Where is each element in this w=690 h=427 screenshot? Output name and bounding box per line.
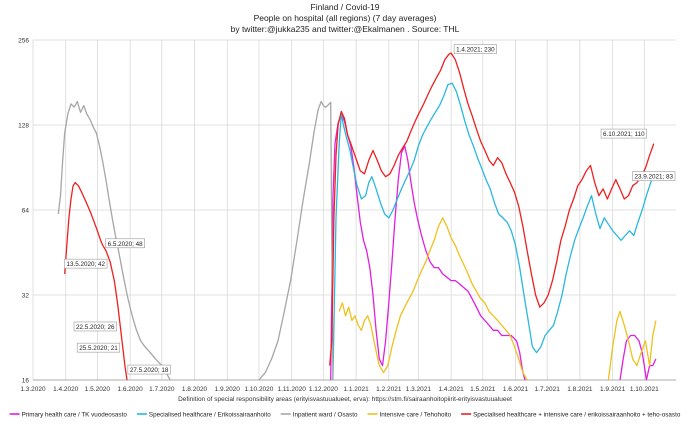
data-annotation: 27.5.2020; 18	[127, 364, 171, 375]
x-tick-label: 1.5.2020	[85, 386, 111, 393]
y-tick-label: 64	[22, 208, 30, 215]
annotations: 1.4.2021; 230 6.10.2021; 110 23.9.2021; 83…	[64, 44, 676, 375]
x-tick-label: 1.7.2020	[149, 386, 175, 393]
annotation-label: 27.5.2020; 18	[130, 367, 169, 374]
series-line	[57, 100, 171, 381]
x-tick-label: 1.10.2020	[244, 386, 273, 393]
x-tick-label: 1.6.2020	[117, 386, 143, 393]
data-annotation: 23.9.2021; 83	[632, 171, 676, 181]
series-line	[330, 113, 526, 381]
data-annotation: 13.5.2020; 42	[64, 258, 108, 269]
y-axis-ticks: 16 32 64 128 256	[18, 38, 29, 385]
annotation-label: 1.4.2021; 230	[456, 47, 495, 54]
series-line	[332, 82, 655, 381]
data-annotation: 22.5.2020; 26	[73, 321, 117, 332]
annotation-box	[76, 342, 121, 353]
annotation-label: 25.5.2020; 21	[79, 345, 118, 352]
legend-label: Specialised healthcare / Erikoissairaanh…	[149, 411, 271, 418]
annotation-box	[453, 44, 497, 54]
legend-label: Primary health care / TK vuodeosasto	[22, 411, 128, 418]
legend-label: Intensive care / Tehohoito	[380, 411, 452, 418]
legend: Primary health care / TK vuodeosasto Spec…	[9, 411, 681, 418]
x-tick-label: 1.3.2020	[20, 386, 46, 393]
annotation-box	[64, 258, 108, 269]
x-tick-label: 1.9.2021	[600, 386, 626, 393]
data-annotation: 1.4.2021; 230	[453, 44, 497, 54]
x-tick-label: 1.6.2021	[503, 386, 529, 393]
x-tick-label: 1.8.2021	[567, 386, 593, 393]
chart-title-line-3: by twitter:@jukka235 and twitter:@Ekalma…	[231, 24, 460, 34]
x-tick-label: 1.4.2021	[438, 386, 464, 393]
series-line	[64, 181, 128, 381]
x-tick-label: 1.2.2021	[376, 386, 402, 393]
x-tick-label: 1.9.2020	[215, 386, 241, 393]
x-tick-label: 1.10.2021	[630, 386, 659, 393]
legend-item: Inpatient ward / Osasto	[280, 411, 358, 418]
legend-item: Specialised healthcare + intensive care …	[461, 411, 681, 418]
grid-lines	[32, 39, 676, 381]
x-tick-label: 1.4.2020	[53, 386, 79, 393]
x-tick-label: 1.12.2020	[309, 386, 338, 393]
series-line	[645, 358, 657, 381]
data-annotation: 6.5.2020; 48	[105, 238, 146, 249]
legend-item: Intensive care / Tehohoito	[367, 411, 452, 418]
annotation-label: 13.5.2020; 42	[67, 261, 106, 268]
x-tick-label: 1.8.2020	[182, 386, 208, 393]
x-tick-label: 1.1.2021	[343, 386, 369, 393]
series-lines	[57, 52, 657, 381]
legend-label: Inpatient ward / Osasto	[293, 411, 358, 418]
data-annotation: 25.5.2020; 21	[76, 342, 121, 353]
y-tick-label: 256	[18, 38, 29, 45]
y-tick-label: 16	[22, 378, 30, 385]
legend-item: Primary health care / TK vuodeosasto	[9, 411, 128, 418]
annotation-box	[73, 321, 117, 332]
series-line	[619, 334, 648, 381]
x-tick-label: 1.5.2021	[470, 386, 496, 393]
legend-item: Specialised healthcare / Erikoissairaanh…	[136, 411, 271, 418]
x-axis-label: Definition of special responsibility are…	[178, 396, 512, 403]
annotation-label: 22.5.2020; 26	[76, 324, 115, 331]
x-tick-label: 1.3.2021	[406, 386, 432, 393]
series-line	[329, 52, 655, 366]
y-tick-label: 32	[22, 293, 30, 300]
legend-label: Specialised healthcare + intensive care …	[473, 411, 681, 418]
annotation-label: 6.10.2021; 110	[603, 131, 645, 138]
series-line	[607, 310, 657, 381]
annotation-box	[127, 364, 171, 375]
annotation-box	[600, 128, 647, 139]
annotation-label: 23.9.2021; 83	[634, 174, 673, 181]
y-tick-label: 128	[18, 123, 29, 130]
series-line	[258, 100, 334, 381]
annotation-label: 6.5.2020; 48	[108, 241, 144, 248]
x-tick-label: 1.7.2021	[535, 386, 561, 393]
x-tick-label: 1.11.2020	[277, 386, 306, 393]
chart-title-line-2: People on hospital (all regions) (7 day …	[254, 13, 437, 23]
data-annotation: 6.10.2021; 110	[600, 128, 647, 139]
x-axis-ticks: 1.3.2020 1.4.2020 1.5.2020 1.6.2020 1.7.2020…	[20, 386, 659, 393]
series-line	[338, 217, 528, 381]
annotation-box	[105, 238, 146, 249]
chart-title-line-1: Finland / Covid-19	[311, 2, 380, 12]
annotation-box	[632, 171, 676, 181]
